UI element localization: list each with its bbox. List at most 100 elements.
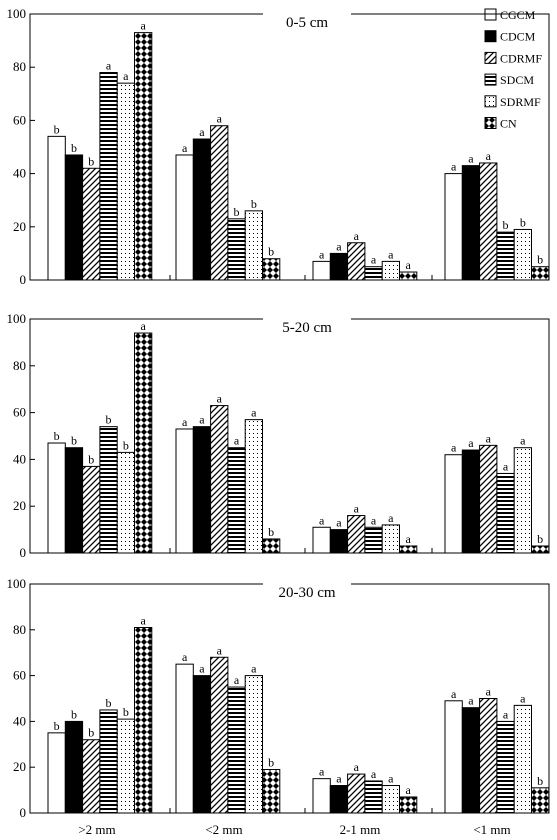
bar-sdcm-2-mm bbox=[99, 709, 118, 814]
bar-cdrmf-2-mm bbox=[210, 656, 229, 814]
legend-bg bbox=[476, 4, 552, 136]
significance-label: b bbox=[268, 525, 274, 539]
bar-cn-1-mm bbox=[531, 266, 550, 281]
significance-label: a bbox=[371, 767, 377, 781]
panel-title-bg bbox=[263, 578, 351, 604]
significance-label: b bbox=[54, 122, 60, 136]
significance-label: b bbox=[71, 707, 77, 721]
bar-cn-2-mm bbox=[134, 32, 153, 281]
bar-cgcm-2-mm bbox=[175, 663, 194, 814]
significance-label: b bbox=[268, 245, 274, 259]
legend-swatch-cn bbox=[484, 117, 497, 129]
bar-sdrmf-2-1-mm bbox=[381, 785, 401, 814]
significance-label: a bbox=[486, 149, 492, 163]
significance-label: b bbox=[54, 429, 60, 443]
bar-cn-2-mm bbox=[262, 258, 281, 281]
y-tick-label: 80 bbox=[13, 59, 26, 74]
bar-cdcm-2-mm bbox=[64, 720, 84, 814]
significance-label: b bbox=[251, 197, 257, 211]
y-tick-label: 100 bbox=[7, 6, 27, 21]
significance-label: b bbox=[537, 774, 543, 788]
bar-sdrmf-1-mm bbox=[513, 447, 533, 554]
bar-cgcm-1-mm bbox=[444, 173, 463, 281]
bar-sdcm-1-mm bbox=[496, 720, 515, 814]
significance-label: a bbox=[319, 765, 325, 779]
bar-cdcm-2-1-mm bbox=[329, 785, 349, 814]
bar-sdrmf-2-mm bbox=[244, 419, 263, 554]
bar-sdrmf-2-mm bbox=[244, 675, 263, 814]
significance-label: a bbox=[182, 650, 188, 664]
y-tick-label: 80 bbox=[13, 358, 26, 373]
significance-label: a bbox=[336, 516, 342, 530]
significance-label: a bbox=[251, 662, 257, 676]
bar-sdrmf-1-mm bbox=[513, 704, 533, 814]
bar-cn-2-mm bbox=[134, 627, 153, 814]
bar-cdrmf-2-1-mm bbox=[347, 515, 366, 554]
significance-label: a bbox=[451, 687, 457, 701]
bar-cdrmf-1-mm bbox=[479, 698, 498, 814]
bar-sdcm-2-mm bbox=[99, 72, 118, 281]
significance-label: a bbox=[486, 431, 492, 445]
bar-cgcm-2-1-mm bbox=[312, 778, 331, 814]
panel-title: 5-20 cm bbox=[282, 320, 332, 336]
bar-sdcm-2-mm bbox=[227, 686, 246, 814]
legend-label-cgcm: CGCM bbox=[500, 8, 536, 22]
significance-label: b bbox=[106, 696, 112, 710]
significance-label: a bbox=[251, 406, 257, 420]
significance-label: a bbox=[106, 59, 112, 73]
bar-cn-2-1-mm bbox=[399, 796, 418, 814]
bar-sdrmf-1-mm bbox=[513, 228, 533, 281]
legend-label-cn: CN bbox=[500, 117, 517, 131]
significance-label: a bbox=[140, 19, 146, 33]
significance-label: b bbox=[106, 413, 112, 427]
y-tick-label: 0 bbox=[20, 272, 27, 287]
legend-label-sdrmf: SDRMF bbox=[500, 95, 541, 109]
legend-swatch-sdrmf bbox=[484, 95, 497, 108]
y-tick-label: 40 bbox=[13, 166, 26, 181]
bar-cdrmf-2-mm bbox=[82, 167, 101, 281]
significance-label: b bbox=[123, 705, 129, 719]
bar-cdcm-2-mm bbox=[192, 426, 212, 554]
significance-label: a bbox=[319, 513, 325, 527]
significance-label: a bbox=[371, 513, 377, 527]
significance-label: a bbox=[451, 441, 457, 455]
y-tick-label: 20 bbox=[13, 759, 26, 774]
significance-label: a bbox=[182, 141, 188, 155]
bar-cdrmf-1-mm bbox=[479, 162, 498, 281]
significance-label: a bbox=[468, 694, 474, 708]
bar-cdrmf-1-mm bbox=[479, 444, 498, 554]
legend-swatch-cdcm bbox=[484, 30, 497, 43]
significance-label: a bbox=[217, 112, 223, 126]
bar-sdcm-2-mm bbox=[227, 447, 246, 554]
significance-label: a bbox=[451, 160, 457, 174]
significance-label: a bbox=[486, 685, 492, 699]
y-tick-label: 20 bbox=[13, 219, 26, 234]
bar-sdcm-2-1-mm bbox=[364, 526, 383, 554]
significance-label: a bbox=[520, 434, 526, 448]
bar-cgcm-2-mm bbox=[175, 428, 194, 554]
significance-label: a bbox=[388, 772, 394, 786]
x-category-label: >2 mm bbox=[78, 822, 115, 837]
bar-cn-2-mm bbox=[262, 538, 281, 554]
significance-label: a bbox=[468, 152, 474, 166]
significance-label: a bbox=[388, 511, 394, 525]
significance-label: a bbox=[336, 239, 342, 253]
significance-label: b bbox=[537, 532, 543, 546]
significance-label: a bbox=[140, 319, 146, 333]
significance-label: a bbox=[354, 502, 360, 516]
significance-label: a bbox=[217, 643, 223, 657]
bar-cdcm-1-mm bbox=[461, 449, 481, 554]
significance-label: a bbox=[371, 253, 377, 267]
bar-sdcm-2-mm bbox=[99, 426, 118, 554]
y-tick-label: 60 bbox=[13, 112, 26, 127]
bar-sdrmf-2-1-mm bbox=[381, 260, 401, 281]
bar-cdrmf-2-mm bbox=[210, 405, 229, 554]
significance-label: b bbox=[503, 218, 509, 232]
bar-cgcm-2-mm bbox=[47, 442, 66, 554]
significance-label: a bbox=[468, 436, 474, 450]
bar-cdcm-2-mm bbox=[192, 138, 212, 281]
significance-label: a bbox=[405, 783, 411, 797]
